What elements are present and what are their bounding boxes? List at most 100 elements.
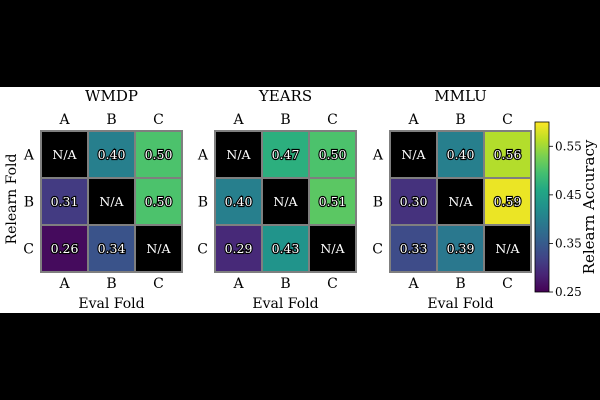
col-tick-top: C bbox=[153, 112, 164, 128]
cell-value-label: 0.43 bbox=[272, 241, 300, 256]
heatmap-figure: WMDP N/A 0.40 0.50 0.31 N/A 0.50 0.26 0.34 N/A A A B… bbox=[4, 87, 598, 312]
col-tick-bottom: B bbox=[106, 276, 116, 292]
cell-value-label: 0.30 bbox=[400, 194, 428, 209]
col-tick-bottom: C bbox=[153, 276, 164, 292]
panel-title: WMDP bbox=[85, 87, 138, 105]
panel-title: MMLU bbox=[434, 87, 487, 105]
cell-value-label: 0.26 bbox=[51, 241, 79, 256]
col-tick-top: C bbox=[502, 112, 513, 128]
col-tick-bottom: A bbox=[58, 276, 70, 292]
cell-value-label: 0.51 bbox=[319, 194, 347, 209]
col-tick-top: C bbox=[327, 112, 338, 128]
heatmap-cell bbox=[42, 132, 87, 177]
cell-value-label: 0.50 bbox=[145, 147, 173, 162]
colorbar-gradient bbox=[534, 121, 550, 293]
heatmap-cell bbox=[485, 179, 530, 224]
heatmap-cell bbox=[136, 179, 181, 224]
row-tick: A bbox=[197, 148, 209, 164]
heatmap-cell bbox=[263, 179, 308, 224]
heatmap-cell bbox=[310, 132, 355, 177]
col-tick-top: B bbox=[455, 112, 465, 128]
heatmap-cell bbox=[89, 179, 134, 224]
cell-value-label: 0.31 bbox=[51, 194, 79, 209]
col-tick-bottom: A bbox=[232, 276, 244, 292]
cell-value-label: N/A bbox=[320, 241, 345, 256]
heatmap-cell bbox=[391, 132, 436, 177]
colorbar-tick-label: 0.35 bbox=[555, 236, 582, 250]
heatmap-cell bbox=[438, 179, 483, 224]
heatmap-cell bbox=[216, 179, 261, 224]
colorbar-tick-label: 0.25 bbox=[555, 285, 582, 299]
heatmap-cell bbox=[263, 226, 308, 271]
cell-value-label: 0.40 bbox=[225, 194, 253, 209]
row-tick: A bbox=[23, 148, 35, 164]
heatmap-cell bbox=[136, 132, 181, 177]
col-tick-top: A bbox=[58, 112, 70, 128]
cell-value-label: N/A bbox=[495, 241, 520, 256]
col-tick-bottom: B bbox=[455, 276, 465, 292]
cell-value-label: 0.39 bbox=[447, 241, 475, 256]
cell-value-label: 0.50 bbox=[145, 194, 173, 209]
row-tick: C bbox=[197, 242, 208, 258]
cell-value-label: 0.59 bbox=[494, 194, 522, 209]
heatmap-panel: MMLU N/A 0.40 0.56 0.30 N/A 0.59 0.33 0.39 N/A A A B… bbox=[372, 87, 532, 312]
heatmap-cell bbox=[216, 226, 261, 271]
cell-value-label: N/A bbox=[146, 241, 171, 256]
heatmap-cell bbox=[310, 226, 355, 271]
heatmap-cell bbox=[485, 132, 530, 177]
col-tick-top: B bbox=[280, 112, 290, 128]
cell-value-label: 0.34 bbox=[98, 241, 126, 256]
row-tick: B bbox=[198, 195, 208, 211]
cell-value-label: N/A bbox=[401, 147, 426, 162]
col-tick-bottom: C bbox=[502, 276, 513, 292]
cell-value-label: 0.47 bbox=[272, 147, 300, 162]
figure-panel: WMDP N/A 0.40 0.50 0.31 N/A 0.50 0.26 0.34 N/A A A B… bbox=[0, 87, 600, 313]
col-tick-bottom: C bbox=[327, 276, 338, 292]
y-axis-label: Relearn Fold bbox=[4, 154, 20, 245]
heatmap-panel: WMDP N/A 0.40 0.50 0.31 N/A 0.50 0.26 0.34 N/A A A B… bbox=[23, 87, 183, 312]
heatmap-cell bbox=[438, 132, 483, 177]
heatmap-cell bbox=[438, 226, 483, 271]
colorbar-label: Relearn Accuracy bbox=[580, 139, 598, 274]
cell-value-label: 0.40 bbox=[98, 147, 126, 162]
cell-value-label: N/A bbox=[99, 194, 124, 209]
cell-value-label: 0.40 bbox=[447, 147, 475, 162]
cell-value-label: 0.33 bbox=[400, 241, 428, 256]
heatmap-cell bbox=[391, 179, 436, 224]
cell-value-label: 0.50 bbox=[319, 147, 347, 162]
heatmap-cell bbox=[89, 226, 134, 271]
colorbar-tick-label: 0.45 bbox=[555, 188, 582, 202]
heatmap-cell bbox=[89, 132, 134, 177]
x-axis-label: Eval Fold bbox=[427, 296, 493, 312]
row-tick: A bbox=[372, 148, 384, 164]
col-tick-top: B bbox=[106, 112, 116, 128]
x-axis-label: Eval Fold bbox=[78, 296, 144, 312]
cell-value-label: N/A bbox=[448, 194, 473, 209]
row-tick: B bbox=[24, 195, 34, 211]
heatmap-cell bbox=[310, 179, 355, 224]
row-tick: C bbox=[23, 242, 34, 258]
cell-value-label: N/A bbox=[273, 194, 298, 209]
heatmap-panel: YEARS N/A 0.47 0.50 0.40 N/A 0.51 0.29 0.43 N/A A A… bbox=[197, 87, 357, 312]
cell-value-label: 0.29 bbox=[225, 241, 253, 256]
col-tick-bottom: A bbox=[407, 276, 419, 292]
heatmap-cell bbox=[216, 132, 261, 177]
heatmap-cell bbox=[485, 226, 530, 271]
row-tick: C bbox=[372, 242, 383, 258]
col-tick-top: A bbox=[232, 112, 244, 128]
heatmap-cell bbox=[42, 179, 87, 224]
heatmap-cell bbox=[391, 226, 436, 271]
col-tick-top: A bbox=[407, 112, 419, 128]
heatmap-cell bbox=[136, 226, 181, 271]
row-tick: B bbox=[373, 195, 383, 211]
heatmap-cell bbox=[263, 132, 308, 177]
cell-value-label: N/A bbox=[52, 147, 77, 162]
cell-value-label: N/A bbox=[226, 147, 251, 162]
heatmap-cell bbox=[42, 226, 87, 271]
col-tick-bottom: B bbox=[280, 276, 290, 292]
panel-title: YEARS bbox=[258, 87, 312, 105]
x-axis-label: Eval Fold bbox=[252, 296, 318, 312]
colorbar-tick-label: 0.55 bbox=[555, 139, 582, 153]
cell-value-label: 0.56 bbox=[494, 147, 522, 162]
